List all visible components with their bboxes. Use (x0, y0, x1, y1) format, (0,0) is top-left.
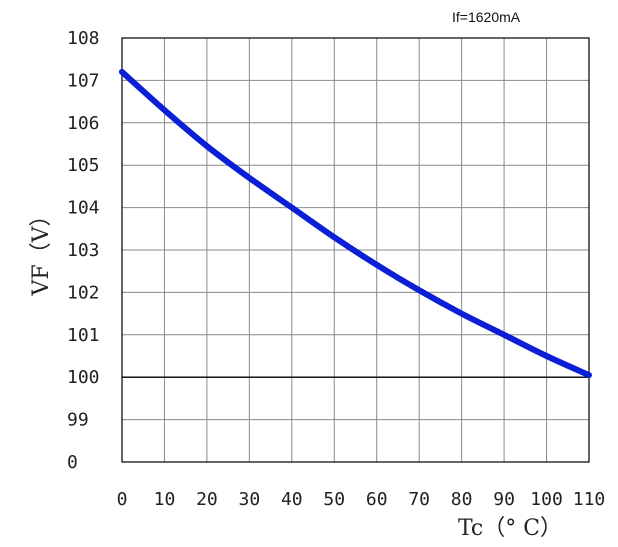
y-tick-label: 106 (67, 113, 100, 134)
series-points (119, 69, 592, 378)
x-tick-label: 70 (408, 489, 430, 510)
y-tick-label: 103 (67, 240, 100, 261)
data-point (459, 311, 465, 317)
x-tick-label: 50 (323, 489, 345, 510)
x-tick-label: 30 (239, 489, 261, 510)
y-tick-label: 100 (67, 367, 100, 388)
y-tick-label: 105 (67, 155, 100, 176)
x-axis-title: Tc（° C） (458, 516, 562, 541)
data-point (416, 287, 422, 293)
y-tick-label: 99 (67, 410, 89, 431)
data-point (501, 332, 507, 338)
data-point (374, 262, 380, 268)
y-tick-label: 107 (67, 70, 100, 91)
x-tick-label: 20 (196, 489, 218, 510)
y-tick-labels: 0 99 100 101 102 103 104 105 106 107 108 (67, 28, 100, 473)
y-tick-label: 101 (67, 325, 100, 346)
y-tick-label: 104 (67, 198, 100, 219)
x-tick-label: 80 (451, 489, 473, 510)
data-point (246, 175, 252, 181)
x-tick-label: 110 (573, 489, 606, 510)
y-tick-label: 102 (67, 282, 100, 303)
data-point (331, 234, 337, 240)
data-point (119, 69, 125, 75)
x-tick-label: 40 (281, 489, 303, 510)
data-point (586, 372, 592, 378)
x-tick-label: 10 (154, 489, 176, 510)
data-point (543, 353, 550, 359)
plot-frame (121, 37, 590, 463)
data-point (289, 205, 295, 211)
x-tick-labels: 0 10 20 30 40 50 60 70 80 90 100 110 (117, 489, 606, 510)
series-line (119, 68, 592, 379)
y-axis-title: VF（V） (29, 204, 54, 296)
x-tick-label: 0 (117, 489, 128, 510)
y-tick-label: 108 (67, 28, 100, 49)
x-tick-label: 90 (493, 489, 515, 510)
x-tick-label: 60 (366, 489, 388, 510)
data-point (161, 107, 168, 113)
data-point (204, 143, 210, 149)
y-tick-label: 0 (67, 452, 78, 473)
x-tick-label: 100 (530, 489, 563, 510)
annotation-label: If=1620mA (452, 9, 521, 25)
